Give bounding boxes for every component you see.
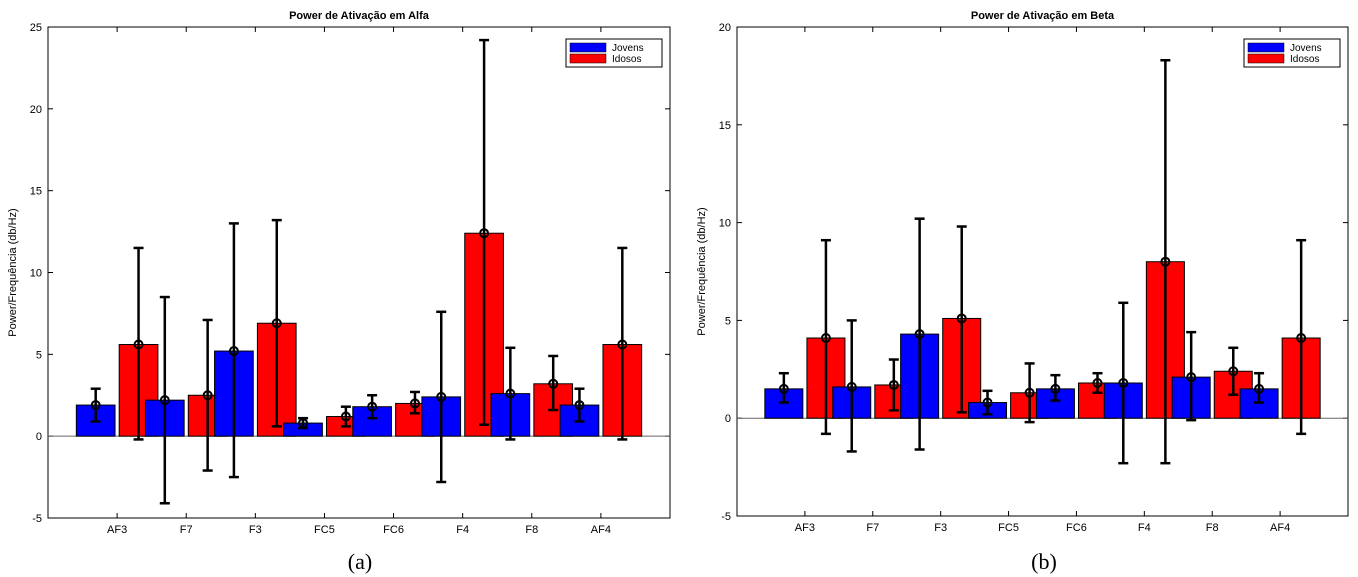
mean-marker	[1186, 372, 1197, 383]
y-tick-label: -5	[32, 513, 42, 525]
y-tick-label: 0	[725, 413, 731, 425]
x-tick-label: FC5	[314, 524, 335, 536]
legend-label-idosos: Idosos	[1290, 54, 1319, 65]
mean-marker	[90, 400, 101, 411]
legend-label-jovens: Jovens	[1290, 43, 1322, 54]
mean-marker	[548, 378, 559, 389]
mean-marker	[202, 390, 213, 401]
mean-marker	[159, 395, 170, 406]
mean-marker	[1118, 377, 1129, 388]
mean-marker	[340, 411, 351, 422]
plot-area: -5 0 5 10 15 20 AF3 F7 F3 FC5 FC6 F4 F8 AF4	[719, 22, 1349, 534]
mean-marker	[1024, 387, 1035, 398]
y-tick-label: 20	[30, 104, 42, 116]
y-tick-label: 5	[36, 349, 42, 361]
legend-swatch-idosos	[1247, 53, 1285, 64]
chart-panel-alfa: Power de Ativação em Alfa Power/Frequênc…	[7, 10, 671, 574]
mean-marker	[982, 397, 993, 408]
legend: Jovens Idosos	[565, 38, 663, 68]
x-tick-label: F3	[249, 524, 262, 536]
mean-marker	[1160, 256, 1171, 267]
mean-marker	[409, 398, 420, 409]
mean-marker	[617, 339, 628, 350]
plot-frame	[736, 26, 1349, 517]
chart-panel-beta: Power de Ativação em Beta Power/Frequênc…	[696, 10, 1349, 574]
x-tick-label: F7	[180, 524, 193, 536]
legend-swatch-jovens	[569, 42, 607, 53]
y-tick-label: 15	[719, 120, 731, 132]
mean-marker	[956, 313, 967, 324]
legend: Jovens Idosos	[1243, 38, 1341, 68]
mean-marker	[298, 418, 309, 429]
x-tick-label: F4	[456, 524, 469, 536]
y-tick-label: 0	[36, 431, 42, 443]
mean-marker	[1296, 333, 1307, 344]
mean-marker	[820, 333, 831, 344]
mean-marker	[914, 329, 925, 340]
mean-marker	[367, 401, 378, 412]
mean-marker	[436, 391, 447, 402]
mean-marker	[846, 381, 857, 392]
plot-area: -5 0 5 10 15 20 25 AF3 F7 F3 FC5 FC6 F4 F8 AF4	[30, 22, 671, 536]
mean-marker	[1254, 383, 1265, 394]
x-tick-label: FC5	[998, 522, 1019, 534]
mean-marker	[479, 228, 490, 239]
mean-marker	[1050, 383, 1061, 394]
x-tick-label: FC6	[383, 524, 404, 536]
x-tick-label: AF3	[795, 522, 815, 534]
y-axis-label: Power/Frequência (db/Hz)	[7, 208, 19, 336]
x-tick-label: AF4	[591, 524, 611, 536]
y-tick-label: 10	[30, 268, 42, 280]
chart-title: Power de Ativação em Alfa	[289, 10, 430, 22]
y-tick-label: 10	[719, 218, 731, 230]
x-tick-label: F3	[934, 522, 947, 534]
x-tick-label: F8	[525, 524, 538, 536]
y-tick-label: 20	[719, 22, 731, 34]
x-tick-label: AF4	[1270, 522, 1290, 534]
mean-marker	[1092, 377, 1103, 388]
x-tick-label: F4	[1138, 522, 1151, 534]
y-tick-label: -5	[721, 511, 731, 523]
legend-label-jovens: Jovens	[612, 43, 644, 54]
mean-marker	[271, 318, 282, 329]
mean-marker	[228, 346, 239, 357]
mean-marker	[1228, 366, 1239, 377]
mean-marker	[888, 379, 899, 390]
x-tick-label: AF3	[107, 524, 127, 536]
legend-swatch-idosos	[569, 53, 607, 64]
mean-marker	[133, 339, 144, 350]
y-axis-label: Power/Frequência (db/Hz)	[696, 207, 708, 335]
x-tick-label: FC6	[1066, 522, 1087, 534]
mean-marker	[778, 383, 789, 394]
y-tick-label: 5	[725, 315, 731, 327]
panel-caption: (a)	[348, 549, 372, 574]
y-tick-label: 15	[30, 186, 42, 198]
mean-marker	[574, 400, 585, 411]
legend-swatch-jovens	[1247, 42, 1285, 53]
y-tick-label: 25	[30, 22, 42, 34]
x-tick-label: F7	[866, 522, 879, 534]
mean-marker	[505, 388, 516, 399]
x-tick-label: F8	[1206, 522, 1219, 534]
plot-frame	[47, 26, 671, 519]
panel-caption: (b)	[1031, 549, 1057, 574]
chart-title: Power de Ativação em Beta	[971, 10, 1115, 22]
legend-label-idosos: Idosos	[612, 54, 641, 65]
